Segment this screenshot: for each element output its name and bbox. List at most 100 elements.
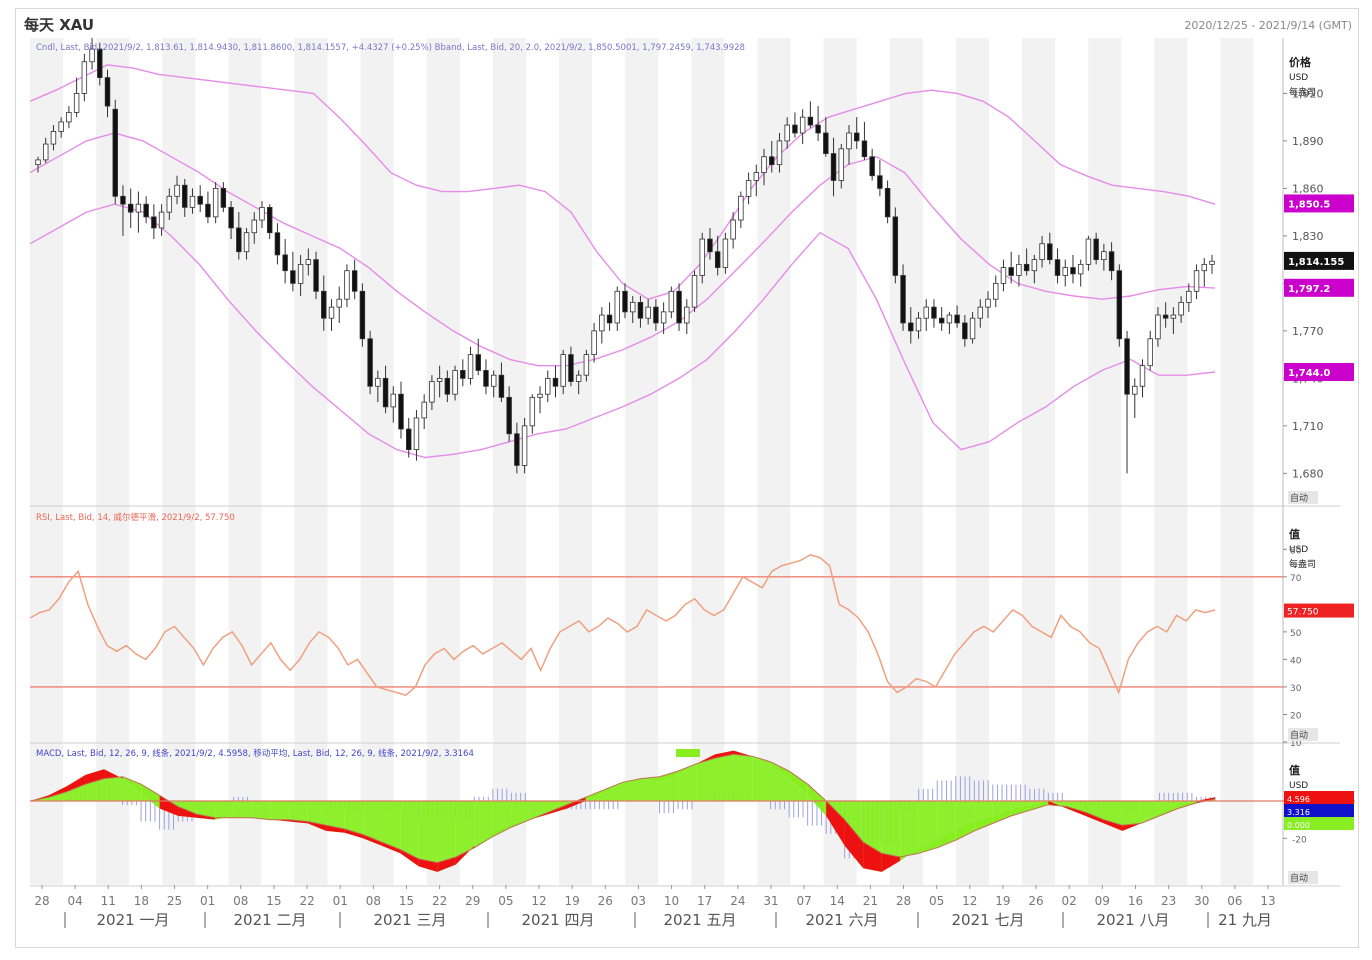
rsi-tick-label: 80	[1290, 546, 1302, 556]
x-day-label: 22	[432, 894, 447, 908]
macd-area	[122, 778, 142, 801]
candle-body	[43, 143, 49, 161]
candle-body	[923, 306, 929, 319]
x-month-label: 2021 七月	[952, 911, 1025, 929]
macd-signal-fill	[67, 774, 86, 792]
price-axis-unit2: 每盎司	[1289, 86, 1316, 98]
macd-area	[974, 801, 993, 822]
candle-body	[367, 338, 373, 387]
macd-area	[511, 801, 530, 824]
candle-body	[390, 393, 397, 408]
macd-signal-fill	[141, 784, 160, 809]
macd-area	[326, 801, 345, 833]
week-band	[1022, 38, 1056, 885]
x-day-label: 01	[333, 894, 348, 908]
x-day-label: 08	[366, 894, 381, 908]
x-month-label: 2021 六月	[806, 911, 879, 929]
candle-body	[1101, 251, 1107, 261]
x-day-label: 22	[299, 894, 314, 908]
candle-body	[1124, 338, 1130, 395]
candle-body	[174, 184, 180, 197]
candle-body	[722, 238, 729, 268]
macd-signal-fill	[844, 819, 864, 869]
macd-tag-label: 3.316	[1287, 808, 1310, 817]
candle-body	[1209, 260, 1215, 265]
price-tick-label: 1,680	[1292, 467, 1324, 480]
candle-body	[212, 187, 219, 218]
x-month-label: 2021 五月	[664, 911, 737, 929]
candle-body	[815, 124, 821, 134]
macd-signal-fill	[1066, 806, 1086, 816]
candle-body	[266, 206, 273, 234]
x-month-label: 2021 三月	[374, 911, 447, 929]
candle-body	[1178, 301, 1184, 316]
candle-body	[452, 370, 458, 395]
price-tag-bg	[1284, 363, 1354, 382]
rsi-legend: RSI, Last, Bid, 14, 威尔德平滑, 2021/9/2, 57.…	[36, 512, 235, 523]
macd-signal-fill	[937, 829, 956, 848]
candle-body	[97, 48, 103, 78]
macd-area	[715, 750, 734, 801]
candle-body	[599, 314, 605, 332]
candle-body	[691, 275, 698, 308]
rsi-axis-unit2: 每盎司	[1289, 558, 1316, 570]
candle-body	[521, 425, 528, 466]
candle-body	[884, 187, 891, 218]
candle-body	[784, 124, 790, 142]
week-band	[228, 38, 262, 885]
candle-body	[637, 301, 644, 319]
candle-body	[151, 216, 157, 229]
candle-body	[220, 187, 227, 208]
candle-body	[259, 206, 265, 221]
macd-signal-fill	[918, 838, 938, 854]
x-day-label: 02	[1062, 894, 1077, 908]
macd-signal-fill	[678, 763, 697, 775]
price-tick-label: 1,770	[1292, 325, 1324, 338]
macd-area	[992, 801, 1012, 816]
rsi-axis-unit: USD	[1289, 545, 1308, 555]
rsi-tick-label: 10	[1290, 739, 1302, 749]
candle-body	[421, 401, 427, 419]
candle-body	[1047, 243, 1053, 261]
macd-area	[455, 801, 475, 865]
candle-body	[668, 290, 675, 313]
candle-body	[630, 301, 636, 313]
candle-body	[1023, 263, 1030, 272]
candle-body	[714, 251, 721, 268]
macd-signal-fill	[715, 750, 734, 759]
macd-signal-fill	[474, 830, 493, 848]
candle-body	[993, 282, 999, 300]
candle-body	[645, 306, 651, 319]
x-day-label: 31	[763, 894, 778, 908]
window-title: 每天 XAU	[24, 16, 95, 34]
candle-body	[120, 195, 126, 205]
macd-area	[529, 801, 549, 820]
rsi-axis-header: 值	[1289, 527, 1300, 541]
candle-body	[205, 203, 211, 218]
macd-signal-fill	[1159, 804, 1178, 816]
candle-body	[251, 219, 257, 234]
macd-signal-fill	[344, 829, 364, 839]
macd-signal-fill	[326, 825, 345, 833]
candle-body	[127, 203, 134, 213]
x-month-label: 2021 一月	[97, 911, 170, 929]
x-day-label: 10	[664, 894, 679, 908]
week-band	[559, 38, 593, 885]
macd-area	[752, 756, 771, 801]
macd-axis-header: 值	[1289, 763, 1300, 777]
macd-area	[215, 801, 234, 820]
week-band	[294, 38, 328, 885]
macd-area	[659, 774, 679, 801]
macd-signal-fill	[900, 847, 919, 861]
macd-legend: MACD, Last, Bid, 12, 26, 9, 线条, 2021/9/2…	[36, 748, 474, 759]
week-band	[162, 38, 196, 885]
candle-body	[297, 263, 304, 284]
macd-signal-fill	[696, 754, 716, 764]
x-day-label: 09	[1095, 894, 1110, 908]
macd-area	[641, 778, 660, 801]
candle-body	[282, 254, 288, 272]
candle-body	[529, 396, 536, 427]
candle-body	[236, 227, 242, 253]
candle-body	[707, 238, 713, 253]
